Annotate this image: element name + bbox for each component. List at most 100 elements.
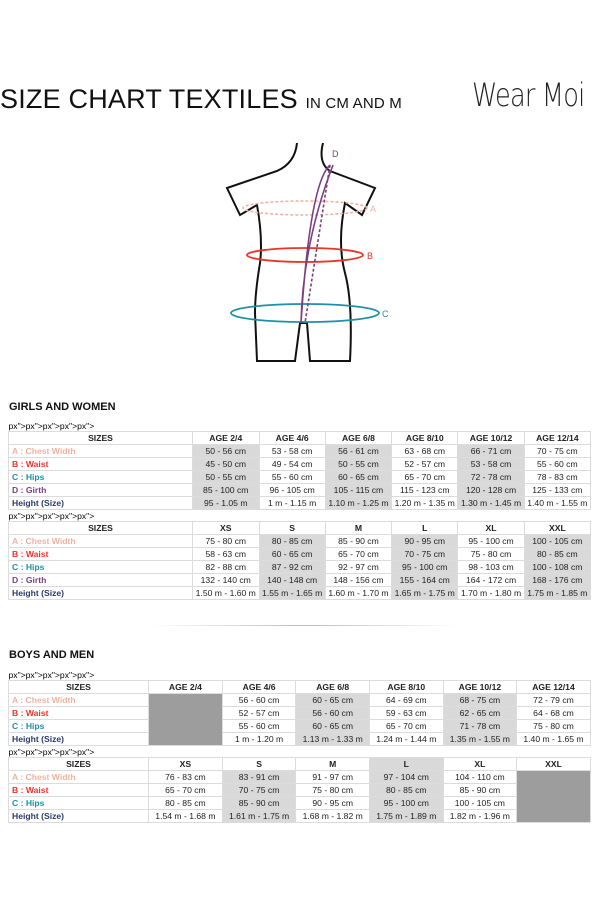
row-label-height: Height (Size) <box>8 809 149 823</box>
table-cell: 56 - 60 cm <box>221 693 297 707</box>
table-cell: 55 - 60 cm <box>258 470 326 484</box>
table-cell: 85 - 90 cm <box>324 534 393 548</box>
table-cell: 1 m - 1.20 m <box>221 732 297 746</box>
table-cell: 105 - 115 cm <box>324 483 393 497</box>
table-cell: 1.20 m - 1.35 m <box>391 496 459 510</box>
table-cell: 1.54 m - 1.68 m <box>148 809 223 823</box>
row-label-chest: A : Chest Width <box>8 770 149 784</box>
row-label-girth: D : Girth <box>8 483 193 497</box>
table-row: A : Chest Width 76 - 83 cm 83 - 91 cm 91 - … <box>8 770 591 823</box>
column-header: SIZES <box>8 757 149 771</box>
table-row: B : Waist 52 - 57 cm 56 - 60 cm 59 - 63 cm 6… <box>8 706 591 720</box>
column-header: AGE 2/4 <box>148 680 223 694</box>
unavailable-size-cell <box>148 693 223 746</box>
boys-size-table-2: px">px">px">px">px">SIZES XS S M L XL XXL A : C… <box>8 747 591 823</box>
hips-line <box>230 303 380 323</box>
body-outline <box>225 143 377 362</box>
table-cell: 68 - 75 cm <box>442 693 518 707</box>
table-cell: 75 - 80 cm <box>457 547 525 561</box>
boys-section-title: BOYS AND MEN <box>9 649 95 661</box>
table-cell: 95 - 100 cm <box>391 560 459 574</box>
table-cell: 60 - 65 cm <box>295 719 370 733</box>
table-cell: 75 - 80 cm <box>295 783 370 797</box>
column-header: S <box>258 521 326 535</box>
brand-logo: Wear Moi <box>472 76 585 114</box>
table-row: A : Chest Width 56 - 60 cm 60 - 65 cm 64 - … <box>8 693 591 746</box>
row-label-height: Height (Size) <box>8 496 193 510</box>
column-header: S <box>221 757 297 771</box>
table-cell: 85 - 90 cm <box>442 783 518 797</box>
section-divider <box>150 625 460 626</box>
table-row: B : Waist 58 - 63 cm 60 - 65 cm 65 - 70 cm 7… <box>8 547 592 561</box>
table-cell: 76 - 83 cm <box>148 770 223 784</box>
table-cell: 72 - 79 cm <box>516 693 591 707</box>
table-cell: 50 - 55 cm <box>324 457 393 471</box>
column-header: AGE 12/14 <box>523 431 592 445</box>
table-cell: 85 - 90 cm <box>221 796 297 810</box>
table-cell: 91 - 97 cm <box>295 770 370 784</box>
table-cell: 125 - 133 cm <box>523 483 592 497</box>
header-row: SIZES AGE 2/4 AGE 4/6 AGE 6/8 AGE 8/10 AGE 10… <box>8 431 592 445</box>
table-cell: 155 - 164 cm <box>391 573 459 587</box>
table-row: Height (Size) 1.54 m - 1.68 m 1.61 m - 1.7… <box>8 809 591 823</box>
table-cell: 132 - 140 cm <box>192 573 260 587</box>
table-row: B : Waist 45 - 50 cm 49 - 54 cm 50 - 55 cm 5… <box>8 457 592 471</box>
table-row: C : Hips 82 - 88 cm 87 - 92 cm 92 - 97 cm 95… <box>8 560 592 574</box>
column-header: XS <box>148 757 223 771</box>
table-cell: 1.55 m - 1.65 m <box>258 586 326 600</box>
table-cell: 95 - 100 cm <box>457 534 525 548</box>
girls-size-table-1: px">px">px">px">px">SIZES AGE 2/4 AGE 4/6 A… <box>8 421 592 510</box>
table-cell: 92 - 97 cm <box>324 560 393 574</box>
column-header: AGE 4/6 <box>258 431 326 445</box>
table-cell: 60 - 65 cm <box>258 547 326 561</box>
table-cell: 1.65 m - 1.75 m <box>391 586 459 600</box>
row-label-hips: C : Hips <box>8 470 193 484</box>
title-text: SIZE CHART TEXTILES <box>0 84 298 114</box>
column-header: M <box>324 521 393 535</box>
row-label-height: Height (Size) <box>8 732 149 746</box>
row-label-girth: D : Girth <box>8 573 193 587</box>
table-cell: 1.13 m - 1.33 m <box>295 732 370 746</box>
table-cell: 1.82 m - 1.96 m <box>442 809 518 823</box>
column-header: AGE 8/10 <box>368 680 444 694</box>
table-cell: 96 - 105 cm <box>258 483 326 497</box>
table-cell: 1.75 m - 1.85 m <box>523 586 592 600</box>
table-cell: 75 - 80 cm <box>516 719 591 733</box>
table-cell: 56 - 60 cm <box>295 706 370 720</box>
table-cell: 80 - 85 cm <box>258 534 326 548</box>
table-cell: 1.60 m - 1.70 m <box>324 586 393 600</box>
table-cell: 52 - 57 cm <box>221 706 297 720</box>
column-header: AGE 12/14 <box>516 680 591 694</box>
row-label-hips: C : Hips <box>8 796 149 810</box>
column-header: XL <box>457 521 525 535</box>
column-header: AGE 4/6 <box>221 680 297 694</box>
table-cell: 1.40 m - 1.55 m <box>523 496 592 510</box>
table-cell: 70 - 75 cm <box>391 547 459 561</box>
table-cell: 70 - 75 cm <box>523 444 592 458</box>
column-header: AGE 10/12 <box>457 431 525 445</box>
table-cell: 85 - 100 cm <box>192 483 260 497</box>
column-header: AGE 8/10 <box>391 431 459 445</box>
table-cell: 1 m - 1.15 m <box>258 496 326 510</box>
table-cell: 100 - 108 cm <box>523 560 592 574</box>
header-row: SIZES XS S M L XL XXL <box>8 757 591 771</box>
table-row: A : Chest Width 75 - 80 cm 80 - 85 cm 85 - … <box>8 534 592 548</box>
table-cell: 98 - 103 cm <box>457 560 525 574</box>
table-row: C : Hips 50 - 55 cm 55 - 60 cm 60 - 65 cm 65… <box>8 470 592 484</box>
table-row: Height (Size) 1 m - 1.20 m 1.13 m - 1.33 m… <box>8 732 591 746</box>
column-header: AGE 10/12 <box>442 680 518 694</box>
table-cell: 1.70 m - 1.80 m <box>457 586 525 600</box>
table-cell: 72 - 78 cm <box>457 470 525 484</box>
column-header: L <box>368 757 444 771</box>
table-cell: 66 - 71 cm <box>457 444 525 458</box>
table-row: D : Girth 85 - 100 cm 96 - 105 cm 105 - 115… <box>8 483 592 497</box>
table-cell: 1.40 m - 1.65 m <box>516 732 591 746</box>
table-cell: 53 - 58 cm <box>457 457 525 471</box>
table-cell: 104 - 110 cm <box>442 770 518 784</box>
title-units: IN CM AND M <box>305 95 402 112</box>
label-b: B <box>367 251 373 261</box>
table-cell: 70 - 75 cm <box>221 783 297 797</box>
table-cell: 90 - 95 cm <box>295 796 370 810</box>
chest-line <box>242 200 368 216</box>
